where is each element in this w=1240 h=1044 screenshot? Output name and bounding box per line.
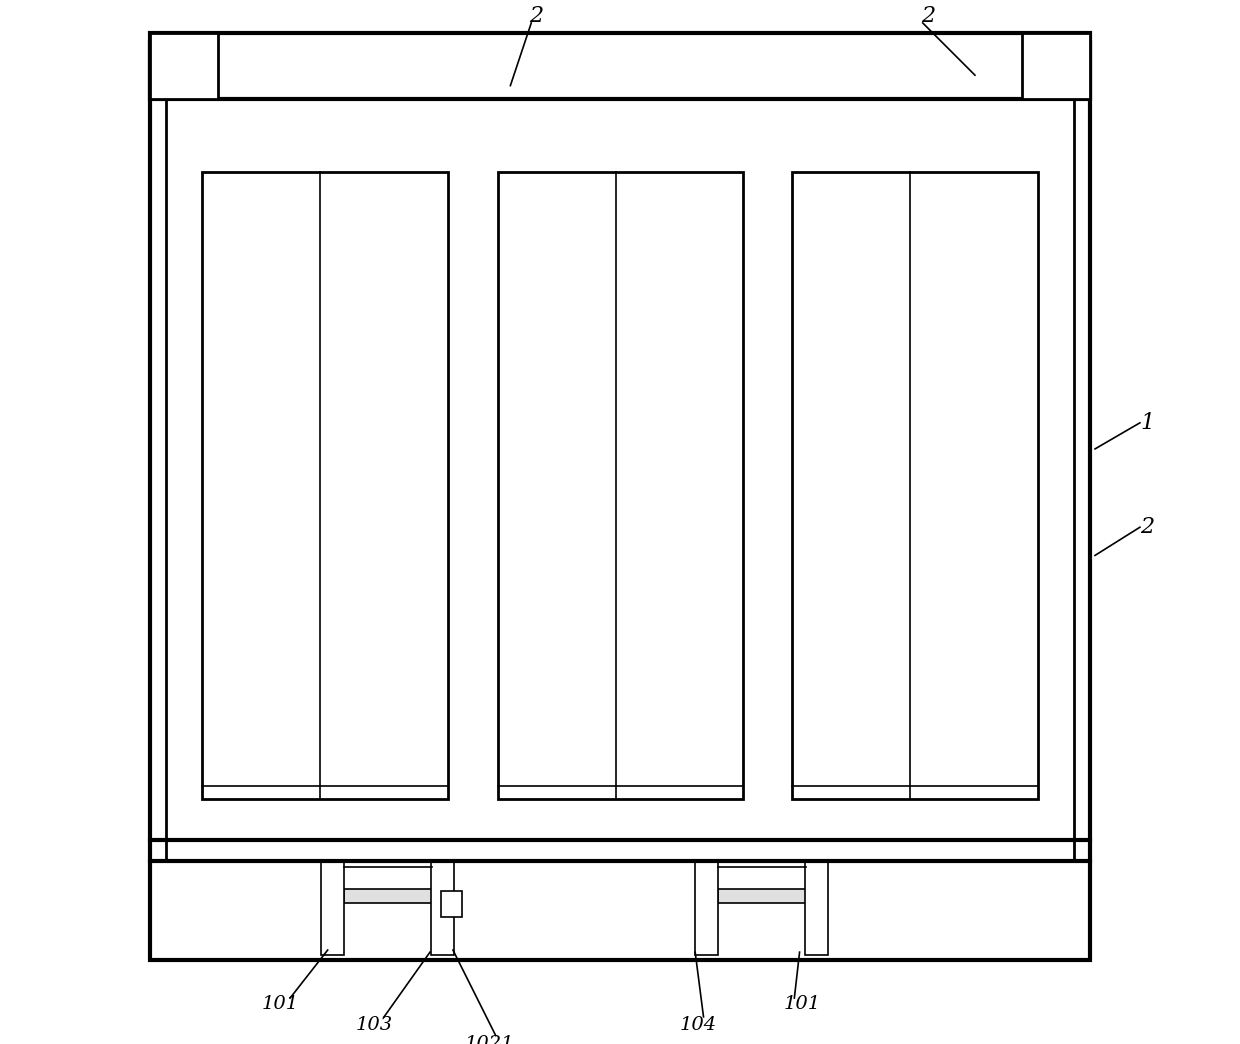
Bar <box>792 172 1038 799</box>
Text: 2: 2 <box>1140 516 1154 539</box>
Bar <box>150 33 1090 99</box>
Bar <box>150 33 218 99</box>
Text: 101: 101 <box>784 995 821 1014</box>
Bar <box>805 861 828 955</box>
Text: 1021: 1021 <box>465 1035 515 1044</box>
Text: 103: 103 <box>356 1016 393 1035</box>
Bar <box>432 861 454 955</box>
Bar <box>441 891 463 917</box>
Text: 104: 104 <box>680 1016 717 1035</box>
Bar <box>1022 33 1090 99</box>
Bar <box>321 861 345 955</box>
Bar <box>166 99 1074 861</box>
Text: 1: 1 <box>1140 411 1154 434</box>
Text: 101: 101 <box>262 995 299 1014</box>
Bar <box>718 889 806 903</box>
Text: 2: 2 <box>529 4 543 27</box>
Text: 2: 2 <box>921 4 935 27</box>
Bar <box>150 42 1090 960</box>
Bar <box>497 172 743 799</box>
Bar <box>345 889 432 903</box>
Bar <box>696 861 718 955</box>
Bar <box>202 172 448 799</box>
